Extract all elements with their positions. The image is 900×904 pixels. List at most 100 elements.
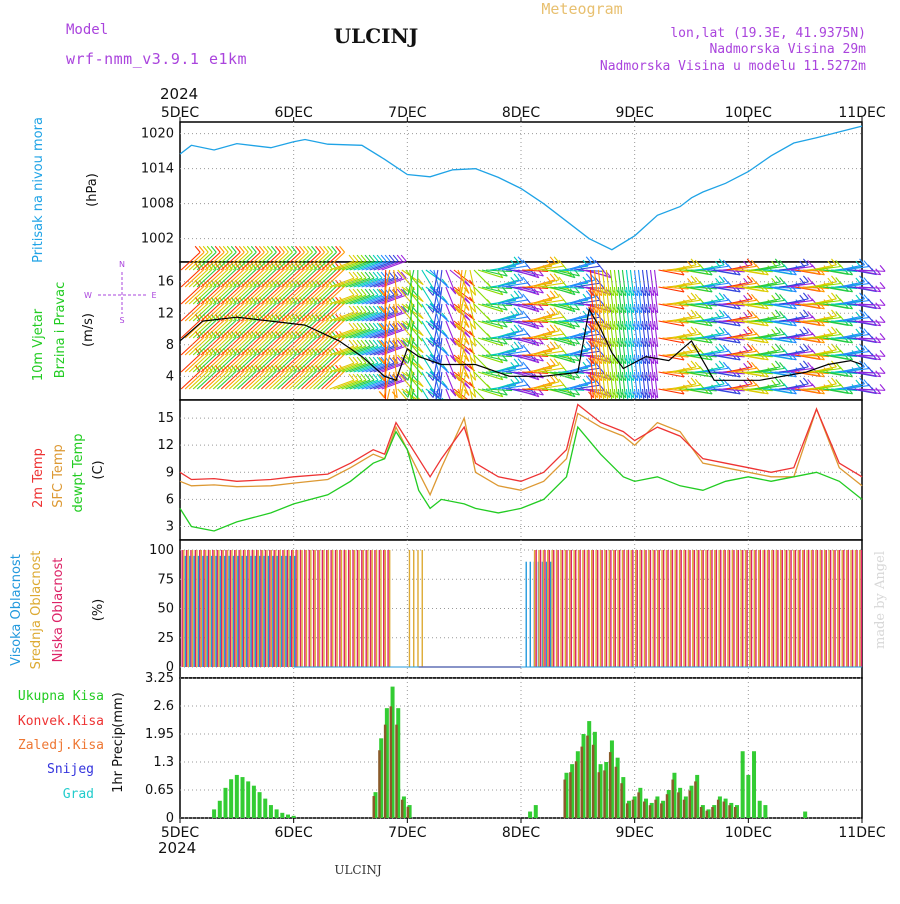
precip-bar xyxy=(286,815,290,818)
convective-bar xyxy=(384,725,387,818)
precip-bar xyxy=(275,809,279,818)
top-date-label: 7DEC xyxy=(388,105,427,121)
wind-title-1: 10m Vjetar xyxy=(31,308,46,381)
bottom-date-label: 10DEC xyxy=(725,825,772,841)
wind-barb-flag xyxy=(880,350,885,356)
cloud-tick: 25 xyxy=(157,631,174,646)
wind-barb-flag xyxy=(880,299,885,305)
precip-bar xyxy=(280,813,284,818)
wind-barb-flag xyxy=(880,316,885,322)
convective-bar xyxy=(407,807,410,818)
top-date-label: 10DEC xyxy=(725,105,772,121)
precip-bar xyxy=(763,805,767,818)
precip-bar xyxy=(803,812,807,818)
cloud-mid-title: Srednja Oblacnost xyxy=(29,551,44,670)
convective-bar xyxy=(373,796,376,818)
precip-bar xyxy=(758,801,762,818)
precip-bar xyxy=(746,775,750,818)
convective-bar xyxy=(581,747,584,818)
precip-tick: 1.95 xyxy=(145,727,174,742)
convective-bar xyxy=(592,745,595,818)
temp2m-title: 2m Temp xyxy=(31,448,46,508)
precip-bar xyxy=(292,816,296,818)
convective-bar xyxy=(569,772,572,818)
convective-bar xyxy=(609,752,612,818)
precip-bar xyxy=(212,809,216,818)
temp-tick: 3 xyxy=(166,519,174,534)
precip-bar xyxy=(241,777,245,818)
legend-konvek: Konvek.Kisa xyxy=(18,714,104,729)
convective-bar xyxy=(603,770,606,818)
model-label: Model xyxy=(66,22,108,38)
precip-bar xyxy=(258,792,262,818)
wind-tick: 16 xyxy=(157,275,174,290)
footer-station: ULCINJ xyxy=(334,863,382,877)
bottom-date-label: 5DEC xyxy=(161,825,200,841)
precip-bar xyxy=(752,751,756,818)
convective-bar xyxy=(683,800,686,818)
wind-unit: (m/s) xyxy=(81,313,96,347)
temp-tick: 15 xyxy=(157,411,174,426)
top-date-label: 11DEC xyxy=(838,105,885,121)
convective-bar xyxy=(643,802,646,818)
legend-grad: Grad xyxy=(63,787,94,802)
convective-bar xyxy=(626,803,629,818)
bottom-date-label: 8DEC xyxy=(502,825,541,841)
convective-bar xyxy=(723,802,726,818)
precip-tick: 3.25 xyxy=(145,671,174,686)
convective-bar xyxy=(660,803,663,818)
wind-barb-flag xyxy=(880,333,885,339)
wind-tick: 4 xyxy=(166,369,174,384)
top-date-label: 6DEC xyxy=(275,105,314,121)
precip-bar xyxy=(534,805,538,818)
precip-tick: 0.65 xyxy=(145,783,174,798)
convective-bar xyxy=(689,791,692,818)
cloud-low-title: Niska Oblacnost xyxy=(51,558,66,663)
pressure-title: Pritisak na nivou mora xyxy=(31,117,46,263)
precip-bar xyxy=(741,751,745,818)
convective-bar xyxy=(637,792,640,818)
pressure-tick: 1014 xyxy=(141,162,174,177)
temp-tick: 6 xyxy=(166,492,174,507)
watermark: made by Angel xyxy=(873,551,888,649)
convective-bar xyxy=(390,706,393,818)
bottom-date-label: 9DEC xyxy=(616,825,655,841)
convective-bar xyxy=(706,811,709,818)
cloud-tick: 75 xyxy=(157,572,174,587)
precip-unit: (mm) xyxy=(111,692,126,727)
convective-bar xyxy=(649,805,652,818)
product-title: Meteogram xyxy=(541,0,622,18)
convective-bar xyxy=(671,780,674,818)
top-date-label: 8DEC xyxy=(502,105,541,121)
top-date-label: 9DEC xyxy=(616,105,655,121)
wind-tick: 8 xyxy=(166,338,174,353)
precip-bar xyxy=(263,799,267,818)
convective-bar xyxy=(632,800,635,818)
model-altitude-label: Nadmorska Visina u modelu 11.5272m xyxy=(600,59,866,74)
convective-bar xyxy=(598,772,601,818)
bottom-date-label: 11DEC xyxy=(838,825,885,841)
altitude-label: Nadmorska Visina 29m xyxy=(709,42,866,57)
compass-west: W xyxy=(84,291,92,300)
convective-bar xyxy=(734,807,737,818)
pressure-tick: 1002 xyxy=(141,232,174,247)
wind-barb-flag xyxy=(880,367,885,373)
convective-bar xyxy=(620,783,623,818)
convective-bar xyxy=(575,761,578,818)
precip-bar xyxy=(235,775,239,818)
convective-bar xyxy=(615,767,618,818)
wind-barb-flag xyxy=(880,265,885,271)
top-date-label: 5DEC xyxy=(161,105,200,121)
precip-title: 1hr Precip xyxy=(111,727,126,793)
temp-tick: 12 xyxy=(157,438,174,453)
temp-unit: (C) xyxy=(91,460,106,479)
sfc-title: SFC Temp xyxy=(51,444,66,508)
legend-snijeg: Snijeg xyxy=(47,762,94,777)
cloud-high-title: Visoka Oblacnost xyxy=(9,554,24,666)
convective-bar xyxy=(711,807,714,818)
bottom-date-label: 6DEC xyxy=(275,825,314,841)
pressure-unit: (hPa) xyxy=(85,173,100,207)
convective-bar xyxy=(378,750,381,818)
cloud-unit: (%) xyxy=(91,599,106,622)
